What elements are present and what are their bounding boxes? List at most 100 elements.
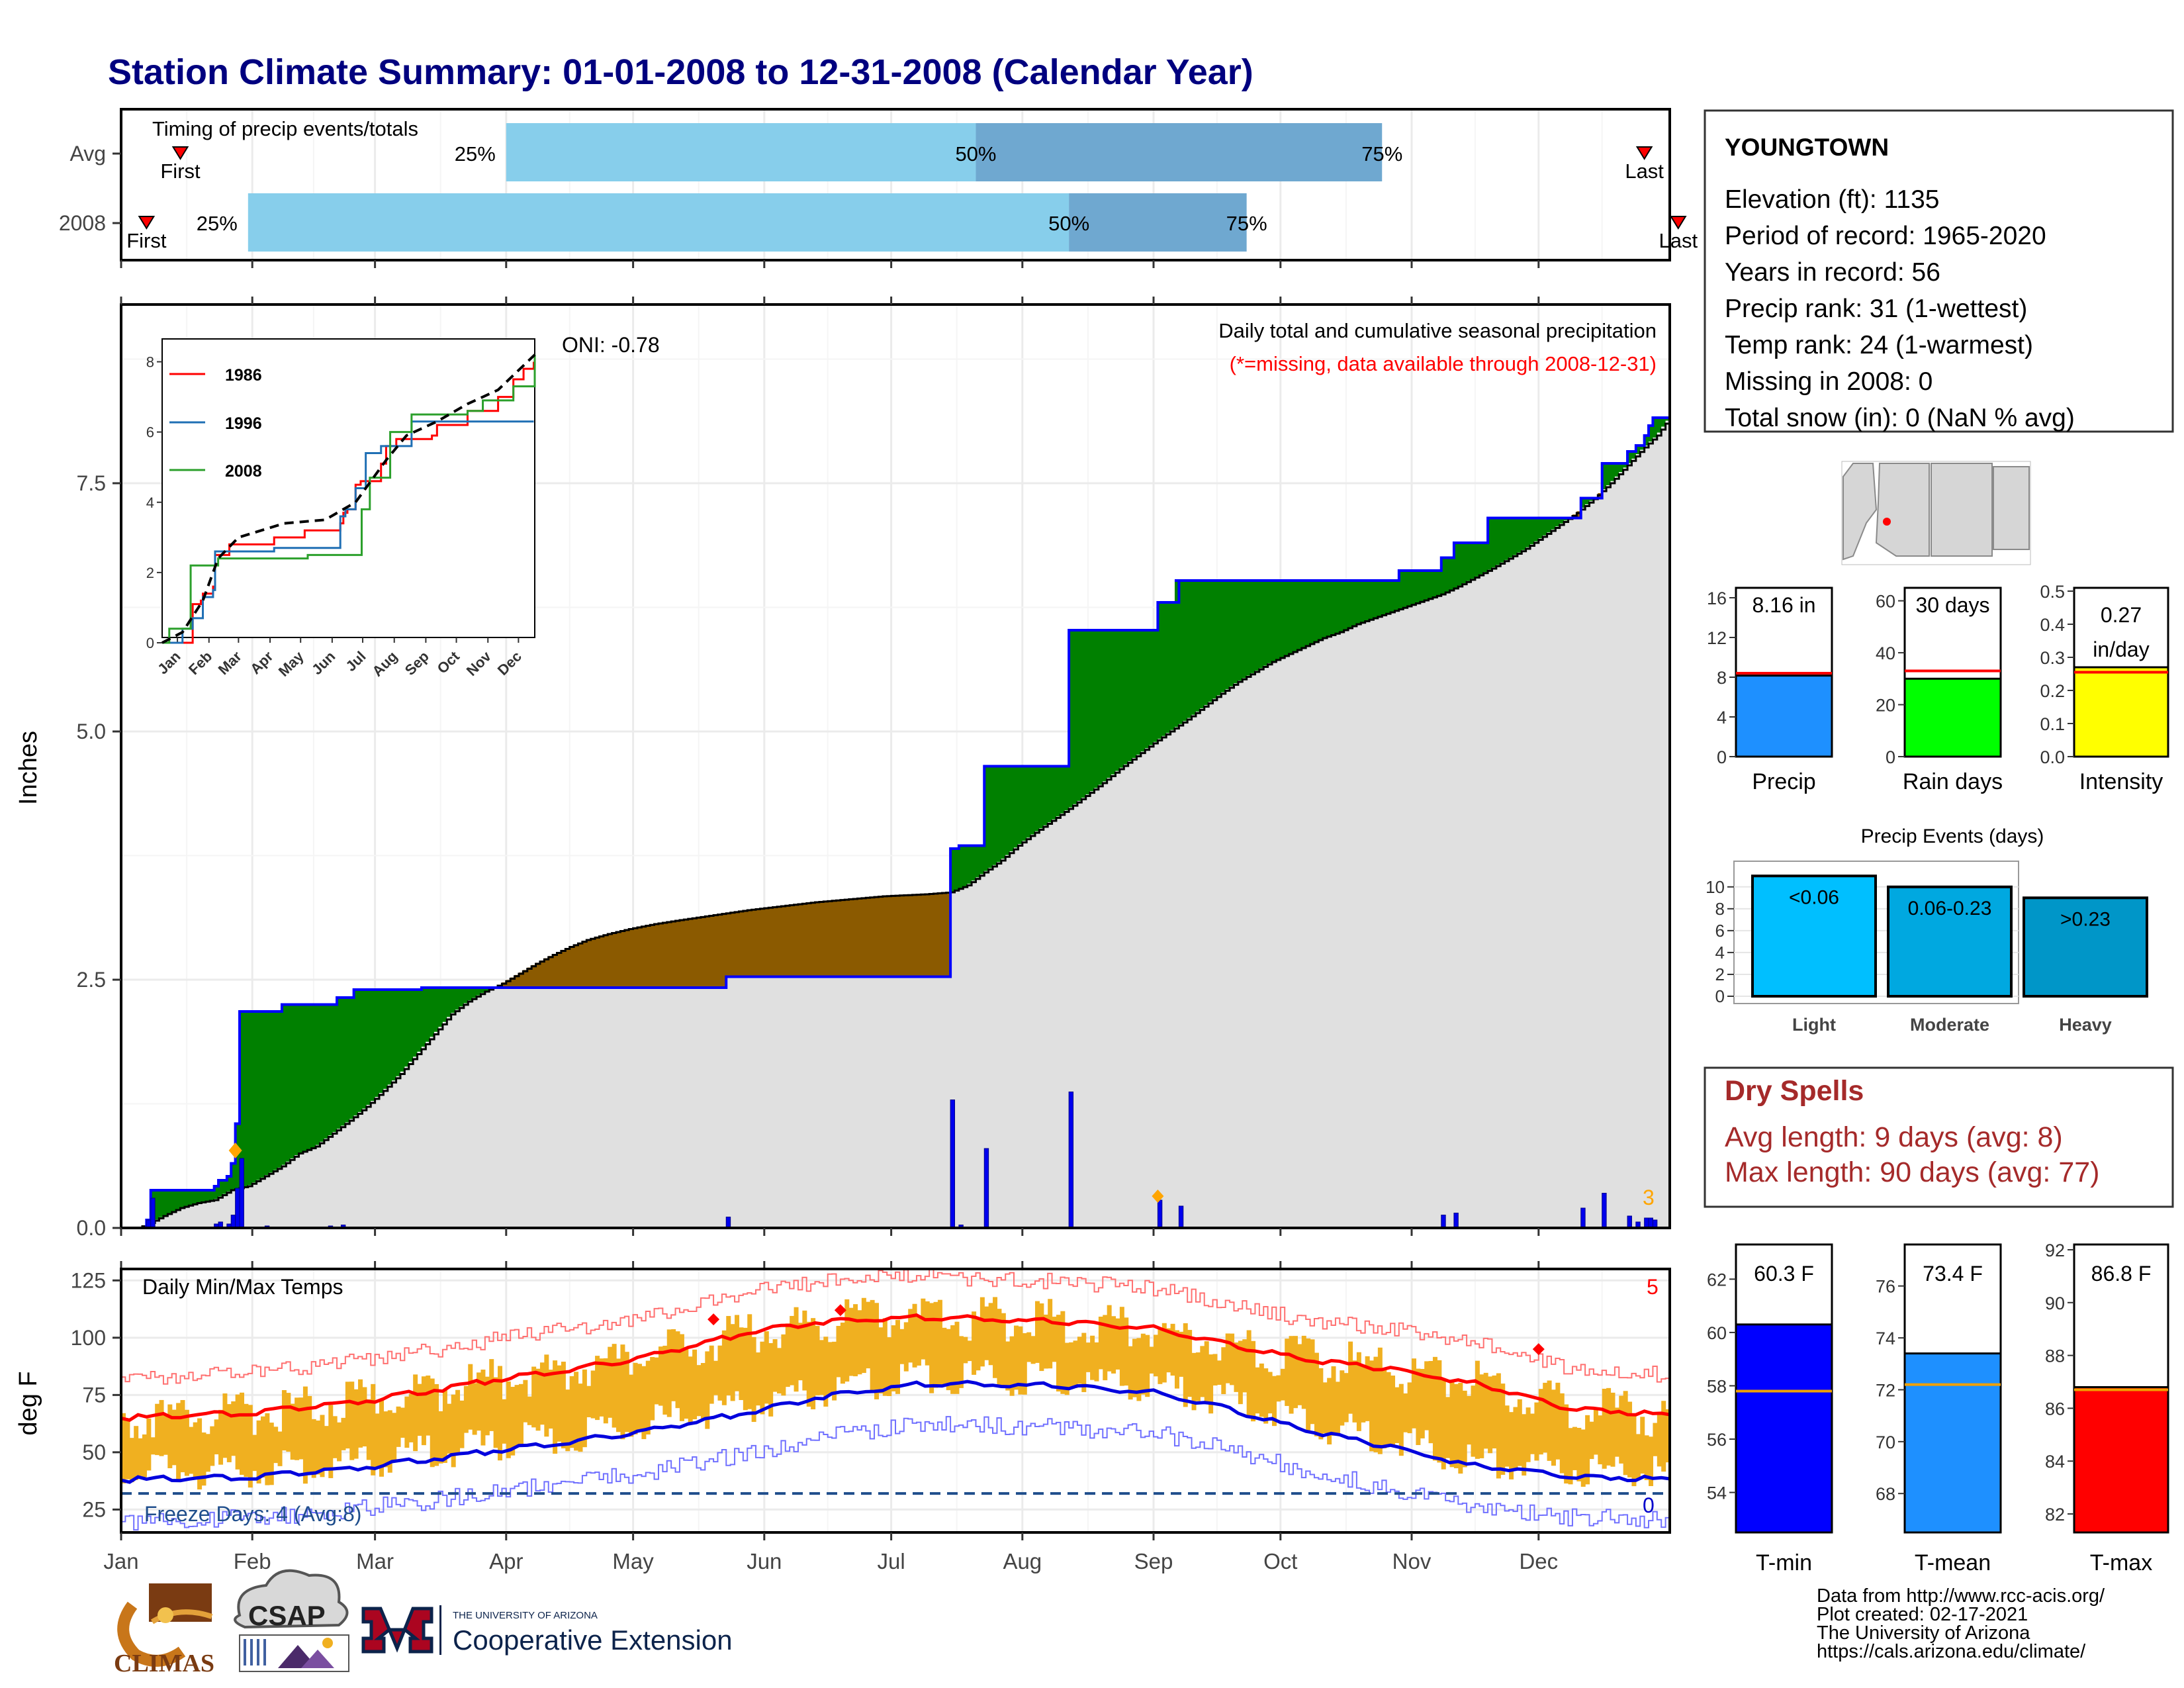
daily-temp-bar [633, 1362, 638, 1434]
daily-temp-bar [912, 1303, 917, 1368]
timing-label-50: 50% [955, 142, 996, 165]
daily-temp-bar [1289, 1336, 1294, 1414]
daily-temp-bar [379, 1399, 384, 1477]
legend-1986: 1986 [225, 366, 262, 385]
daily-temp-bar [1610, 1392, 1615, 1467]
daily-temp-bar [290, 1403, 295, 1460]
inset-ytick-label: 0 [146, 635, 154, 651]
precip-panel: 0.0 2.5 5.0 7.5 Inches Daily total and cumu… [15, 260, 1671, 1269]
daily-temp-bar [1449, 1382, 1455, 1468]
temp-month-label: Mar [356, 1549, 394, 1573]
events-category-label: Moderate [1910, 1015, 1989, 1035]
daily-temp-bar [984, 1306, 989, 1360]
daily-temp-bar [1310, 1339, 1315, 1425]
daily-temp-bar [654, 1357, 659, 1405]
timing-bar-50-75 [976, 123, 1383, 181]
tmax-tick-label: 88 [2045, 1346, 2065, 1366]
daily-temp-bar [650, 1357, 655, 1421]
daily-temp-bar [848, 1307, 854, 1376]
daily-temp-bar [320, 1415, 325, 1477]
daily-temp-bar [1306, 1338, 1311, 1430]
timing-label-last: Last [1625, 160, 1664, 183]
daily-temp-bar [1048, 1299, 1053, 1369]
daily-temp-bar [1322, 1382, 1328, 1434]
timing-label: Timing of precip events/totals [152, 117, 418, 140]
daily-temp-bar [844, 1299, 850, 1382]
daily-temp-bar [603, 1358, 608, 1424]
daily-temp-bar [353, 1389, 359, 1459]
daily-temp-bar [1534, 1402, 1539, 1461]
main-yticks: 0.0 2.5 5.0 7.5 [77, 471, 121, 1240]
temp-month-label: Aug [1003, 1549, 1042, 1573]
daily-temp-bar [823, 1336, 829, 1407]
daily-temp-bar [1225, 1333, 1230, 1383]
daily-temp-bar [544, 1354, 549, 1437]
daily-temp-bar [341, 1417, 346, 1450]
daily-temp-bar [574, 1372, 579, 1451]
daily-temp-bar [252, 1434, 257, 1472]
timing-label-first: First [160, 160, 201, 183]
daily-temp-bar [827, 1342, 833, 1395]
daily-temp-bar [954, 1321, 960, 1394]
daily-temp-bar [641, 1366, 647, 1440]
dry-spells-avg: Avg length: 9 days (avg: 8) [1725, 1121, 2063, 1153]
oni-label: ONI: -0.78 [562, 333, 660, 357]
daily-temp-bar [797, 1323, 803, 1381]
timing-label-50: 50% [1048, 212, 1089, 235]
timing-label-first: First [126, 229, 167, 252]
tmin-tick-label: 60 [1707, 1323, 1727, 1343]
daily-temp-bar [772, 1339, 778, 1392]
tmean-tick-label: 68 [1876, 1484, 1895, 1504]
record-min-line [121, 1416, 1670, 1531]
daily-temp-bar [358, 1379, 363, 1448]
rain-days-tick-label: 60 [1876, 592, 1895, 612]
temp-ytick-label: 125 [71, 1268, 106, 1292]
tmean-label: T-mean [1915, 1550, 1991, 1575]
daily-temp-bar [1276, 1375, 1281, 1402]
daily-temp-bar [163, 1415, 168, 1455]
daily-precip-bar [239, 1158, 244, 1229]
events-bar-label: >0.23 [2060, 908, 2111, 930]
daily-temp-bar [735, 1315, 740, 1391]
daily-temp-bar [1458, 1383, 1463, 1474]
daily-temp-bar [1251, 1340, 1256, 1422]
daily-temp-bar [413, 1374, 418, 1452]
daily-temp-bar [1107, 1305, 1112, 1372]
tmin-value: 60.3 F [1754, 1262, 1814, 1286]
daily-temp-bar [979, 1297, 985, 1367]
rain-days-label: Rain days [1903, 769, 2003, 794]
daily-precip-bar [1648, 1217, 1653, 1229]
rain-days-tick-label: 0 [1886, 747, 1895, 767]
daily-temp-bar [1356, 1352, 1361, 1431]
daily-temp-bar [1394, 1387, 1400, 1444]
main-ylabel: Inches [15, 731, 42, 805]
daily-temp-bar [811, 1318, 816, 1410]
daily-temp-bar [988, 1303, 993, 1366]
daily-temp-bar [1077, 1336, 1082, 1384]
daily-temp-bar [468, 1364, 473, 1430]
daily-precip-bar [725, 1217, 731, 1229]
daily-temp-bar [1145, 1335, 1150, 1397]
daily-temp-bar [1559, 1393, 1565, 1474]
daily-temp-bar [459, 1400, 465, 1448]
daily-temp-bar [1039, 1303, 1044, 1372]
tmax-average-line [120, 1313, 1670, 1423]
daily-temp-bar [1285, 1338, 1290, 1406]
daily-precip-bar [1068, 1092, 1074, 1229]
daily-temp-bar [1382, 1370, 1387, 1448]
tmean-tick-label: 72 [1876, 1380, 1895, 1400]
daily-temp-bar [705, 1351, 710, 1429]
daily-precip-bar [1453, 1213, 1459, 1229]
climas-logo-text: CLIMAS [114, 1650, 214, 1677]
daily-temp-bar [997, 1309, 1002, 1385]
daily-temp-bar [1428, 1361, 1433, 1444]
precip-tick-label: 8 [1717, 668, 1727, 688]
daily-precip-bar [230, 1215, 236, 1229]
daily-temp-bar [1060, 1311, 1066, 1394]
tmax-bar [2073, 1386, 2169, 1534]
daily-temp-bar [1530, 1413, 1535, 1454]
inset-legend: 1986 1996 2008 [169, 366, 262, 481]
daily-temp-bar [1496, 1373, 1501, 1479]
